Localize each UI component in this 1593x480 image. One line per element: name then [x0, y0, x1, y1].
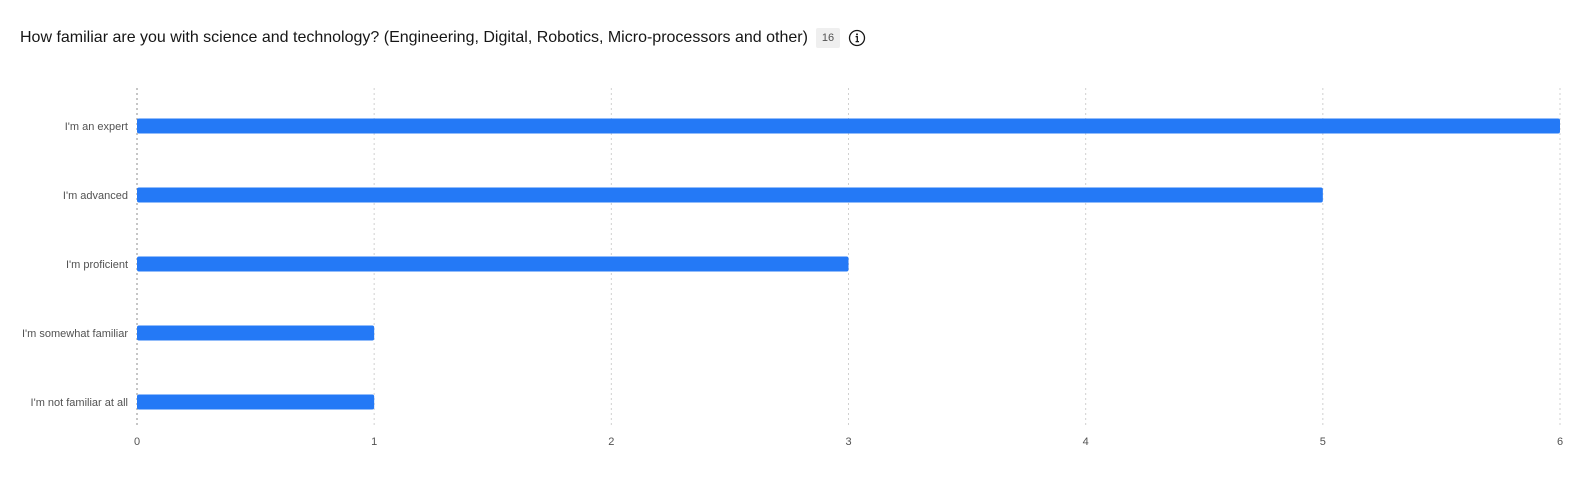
bars — [137, 118, 1560, 410]
response-count-badge: 16 — [815, 28, 841, 48]
grid-lines — [136, 88, 1561, 427]
x-tick-label: 4 — [1083, 436, 1089, 448]
category-label: I'm advanced — [63, 190, 128, 202]
chart-title: How familiar are you with science and te… — [20, 29, 808, 46]
bar[interactable] — [137, 256, 849, 272]
chart-header: How familiar are you with science and te… — [20, 26, 866, 50]
category-label: I'm not familiar at all — [31, 397, 128, 409]
info-icon[interactable] — [848, 29, 866, 47]
category-label: I'm an expert — [65, 121, 128, 133]
x-tick-label: 6 — [1557, 436, 1563, 448]
bar[interactable] — [137, 118, 1560, 134]
category-label: I'm somewhat familiar — [22, 328, 128, 340]
category-labels: I'm an expert I'm advanced I'm proficient I… — [22, 121, 128, 409]
bar[interactable] — [137, 325, 375, 341]
bar[interactable] — [137, 187, 1323, 203]
x-axis-tick-labels: 0 1 2 3 4 5 6 — [134, 436, 1563, 448]
x-tick-label: 0 — [134, 436, 140, 448]
x-tick-label: 1 — [371, 436, 377, 448]
bar[interactable] — [137, 394, 375, 410]
x-tick-label: 3 — [845, 436, 851, 448]
x-tick-label: 5 — [1320, 436, 1326, 448]
category-label: I'm proficient — [66, 259, 128, 271]
x-tick-label: 2 — [608, 436, 614, 448]
